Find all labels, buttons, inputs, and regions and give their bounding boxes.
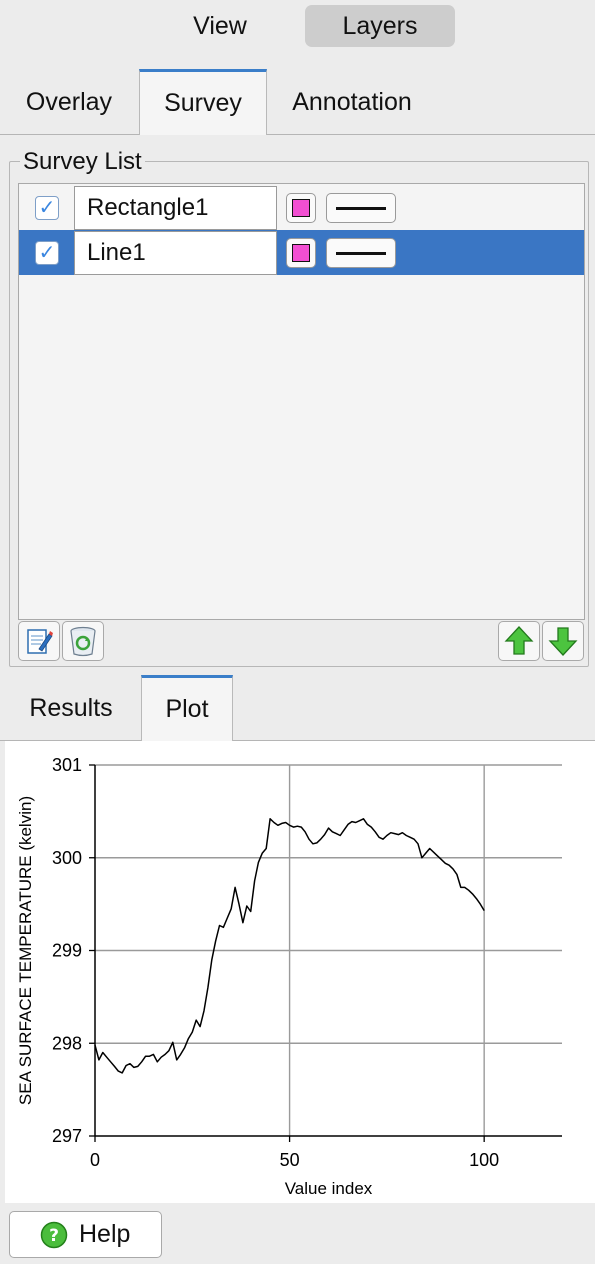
solid-line-icon — [336, 252, 386, 255]
line-style-button[interactable] — [326, 238, 396, 268]
edit-survey-button[interactable] — [18, 621, 60, 661]
delete-survey-button[interactable] — [62, 621, 104, 661]
plot-panel: 297 298 299 300 301 0 50 100 Value index SEA SURF… — [5, 741, 595, 1203]
edit-icon — [27, 629, 53, 654]
tab-overlay[interactable]: Overlay — [25, 88, 113, 116]
lower-tabbar-divider — [0, 740, 595, 741]
line-style-button[interactable] — [326, 193, 396, 223]
svg-text:?: ? — [49, 1226, 59, 1246]
x-tick-label: 100 — [469, 1150, 499, 1170]
tab-annotation[interactable]: Annotation — [292, 88, 412, 116]
y-tick-label: 300 — [52, 848, 82, 868]
tab-survey[interactable]: Survey — [139, 69, 267, 135]
solid-line-icon — [336, 207, 386, 210]
visibility-checkbox[interactable]: ✓ — [35, 196, 59, 220]
move-up-icon — [504, 626, 534, 655]
sst-line-chart: 297 298 299 300 301 0 50 100 Value index SEA SURF… — [16, 755, 562, 1198]
magenta-swatch — [292, 199, 310, 217]
survey-list[interactable]: ✓ Rectangle1 ✓ Line1 — [18, 183, 585, 620]
visibility-checkbox[interactable]: ✓ — [35, 241, 59, 265]
x-tick-label: 50 — [280, 1150, 300, 1170]
upper-tabbar-divider — [0, 134, 595, 135]
color-swatch-button[interactable] — [286, 193, 316, 223]
layer-name-field[interactable]: Line1 — [74, 231, 277, 275]
layers-tab-button[interactable]: Layers — [305, 5, 455, 47]
move-up-button[interactable] — [498, 621, 540, 661]
y-tick-label: 297 — [52, 1126, 82, 1146]
survey-list-group — [9, 161, 589, 667]
x-axis-label: Value index — [285, 1179, 373, 1198]
question-mark-icon: ? — [40, 1221, 68, 1249]
survey-list-title: Survey List — [20, 148, 145, 176]
magenta-swatch — [292, 244, 310, 262]
list-item-line1[interactable]: ✓ Line1 — [19, 230, 584, 275]
list-item-rectangle1[interactable]: ✓ Rectangle1 — [19, 185, 584, 230]
tab-results[interactable]: Results — [29, 694, 113, 722]
move-down-button[interactable] — [542, 621, 584, 661]
help-label: Help — [79, 1220, 131, 1248]
x-tick-label: 0 — [90, 1150, 100, 1170]
y-tick-label: 301 — [52, 755, 82, 775]
tab-plot[interactable]: Plot — [141, 675, 233, 741]
series-line — [94, 818, 485, 1074]
view-tab-button[interactable]: View — [193, 12, 247, 40]
y-axis-label: SEA SURFACE TEMPERATURE (kelvin) — [16, 796, 35, 1105]
y-tick-label: 299 — [52, 941, 82, 961]
layer-name-field[interactable]: Rectangle1 — [74, 186, 277, 230]
color-swatch-button[interactable] — [286, 238, 316, 268]
move-down-icon — [548, 627, 578, 656]
y-tick-label: 298 — [52, 1033, 82, 1053]
recycle-bin-icon — [70, 626, 96, 657]
help-button[interactable]: ? Help — [9, 1211, 162, 1258]
